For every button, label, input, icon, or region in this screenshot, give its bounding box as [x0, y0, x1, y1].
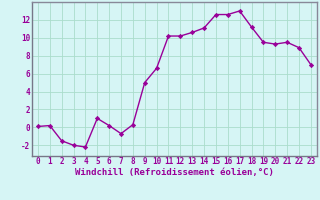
X-axis label: Windchill (Refroidissement éolien,°C): Windchill (Refroidissement éolien,°C) — [75, 168, 274, 177]
